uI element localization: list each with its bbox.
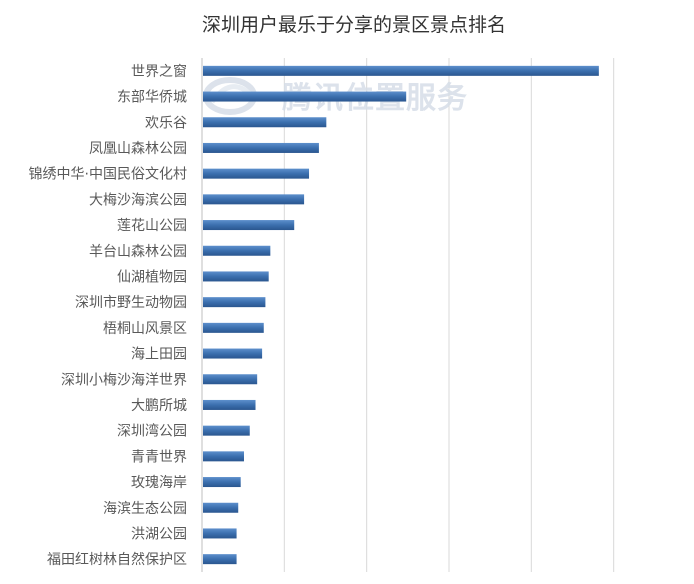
category-label: 东部华侨城 — [117, 90, 187, 106]
category-label: 莲花山公园 — [117, 218, 187, 234]
chart-title: 深圳用户最乐于分享的景区景点排名 — [202, 14, 506, 36]
bar — [203, 220, 295, 231]
category-label: 锦绣中华·中国民俗文化村 — [29, 166, 187, 183]
bar — [203, 554, 237, 565]
bar — [203, 528, 237, 539]
category-label: 深圳湾公园 — [117, 423, 187, 440]
category-label: 世界之窗 — [131, 63, 187, 80]
bar — [203, 322, 264, 333]
bar — [203, 502, 239, 513]
bar — [203, 297, 266, 308]
category-label: 凤凰山森林公园 — [89, 141, 187, 157]
bar — [203, 477, 241, 488]
category-label: 羊台山森林公园 — [89, 244, 187, 260]
bar — [203, 399, 256, 410]
bar — [203, 451, 244, 462]
category-label: 青青世界 — [131, 449, 187, 465]
bar — [203, 374, 258, 385]
bar — [203, 65, 599, 76]
category-label: 深圳小梅沙海洋世界 — [61, 372, 187, 388]
category-label: 大梅沙海滨公园 — [89, 192, 187, 208]
bar — [203, 168, 310, 179]
bar — [203, 142, 319, 153]
category-label: 欢乐谷 — [145, 115, 187, 131]
category-label: 梧桐山风景区 — [103, 321, 187, 337]
category-label: 洪湖公园 — [131, 526, 187, 542]
gridlines — [283, 58, 615, 572]
bars — [203, 65, 599, 565]
category-label: 福田红树林自然保护区 — [47, 551, 187, 568]
category-label: 玫瑰海岸 — [131, 475, 187, 491]
category-label: 大鹏所城 — [131, 398, 187, 414]
category-label: 海滨生态公园 — [103, 501, 187, 517]
bar — [203, 348, 263, 359]
bar — [203, 117, 327, 128]
category-label: 海上田园 — [131, 347, 187, 363]
bar — [203, 271, 269, 282]
bar — [203, 91, 407, 102]
category-label: 深圳市野生动物园 — [75, 294, 187, 311]
bar — [203, 245, 271, 256]
category-label: 仙湖植物园 — [117, 269, 187, 285]
category-labels: 世界之窗东部华侨城欢乐谷凤凰山森林公园锦绣中华·中国民俗文化村大梅沙海滨公园莲花… — [29, 63, 187, 568]
bar — [203, 194, 305, 205]
bar — [203, 425, 250, 436]
